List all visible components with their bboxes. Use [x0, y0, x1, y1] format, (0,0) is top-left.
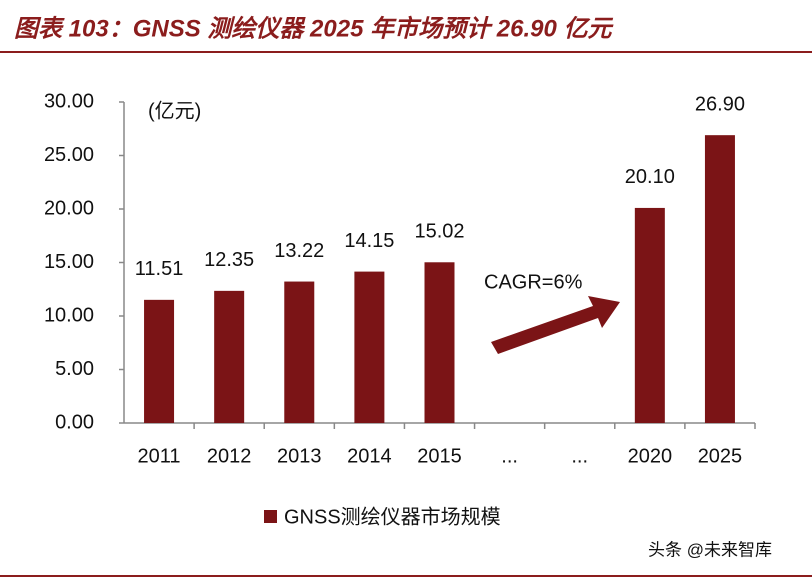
- x-tick-label: ...: [571, 445, 588, 467]
- annotation: CAGR=6%: [484, 271, 583, 293]
- bar: [144, 299, 175, 423]
- x-tick-label: 2015: [417, 445, 462, 467]
- y-tick-label: 5.00: [55, 358, 94, 380]
- value-label: 11.51: [135, 258, 184, 280]
- x-tick-label: 2025: [698, 445, 743, 467]
- bar: [424, 262, 455, 423]
- y-tick-label: 30.00: [44, 90, 94, 112]
- value-label: 20.10: [625, 166, 675, 188]
- value-label: 12.35: [204, 249, 254, 271]
- legend-label: GNSS测绘仪器市场规模: [284, 505, 501, 528]
- y-tick-label: 25.00: [44, 144, 94, 166]
- y-tick-label: 0.00: [55, 411, 94, 433]
- x-tick-label: 2014: [347, 445, 392, 467]
- bar: [634, 207, 665, 423]
- y-tick-label: 20.00: [44, 197, 94, 219]
- value-label: 26.90: [695, 93, 745, 115]
- value-label: 14.15: [344, 230, 394, 252]
- arrow: [491, 296, 620, 354]
- watermark: 头条 @未来智库: [648, 540, 772, 559]
- legend-swatch: [264, 510, 277, 523]
- y-tick-label: 15.00: [44, 251, 94, 273]
- x-tick-label: 2013: [277, 445, 322, 467]
- bar: [354, 271, 385, 423]
- bar: [214, 290, 245, 423]
- x-tick-label: ...: [501, 445, 518, 467]
- value-label: 15.02: [414, 221, 464, 243]
- value-label: 13.22: [274, 240, 324, 262]
- unit-label: (亿元): [148, 99, 201, 122]
- bar: [704, 135, 735, 424]
- y-tick-label: 10.00: [44, 304, 94, 326]
- x-tick-label: 2012: [207, 445, 252, 467]
- chart-title: 图表 103：GNSS 测绘仪器 2025 年市场预计 26.90 亿元: [14, 15, 615, 42]
- bar: [284, 281, 315, 423]
- x-tick-label: 2011: [138, 445, 181, 467]
- x-tick-label: 2020: [628, 445, 673, 467]
